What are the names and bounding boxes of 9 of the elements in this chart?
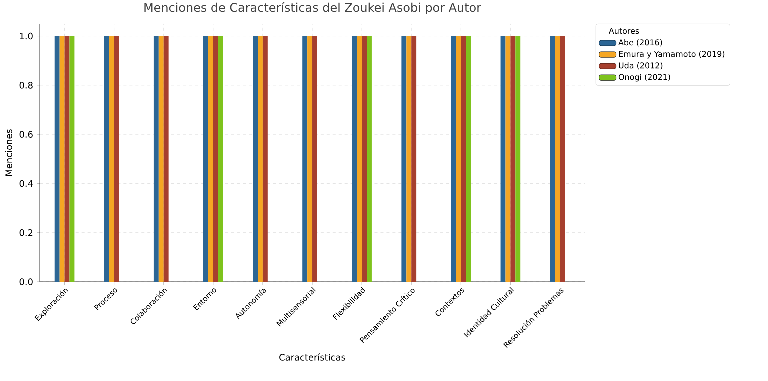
y-tick-label: 0.4 — [20, 180, 33, 188]
y-tick-label: 0.6 — [20, 131, 33, 138]
y-axis-title: Menciones — [5, 130, 12, 176]
x-axis-title: Características — [280, 354, 346, 361]
y-tick-label: 0.2 — [20, 229, 33, 236]
y-tick-label: 1.0 — [20, 32, 33, 40]
y-tick-label: 0.0 — [20, 278, 33, 286]
y-tick-label: 0.8 — [20, 82, 33, 89]
chart-title: Menciones de Características del Zoukei Asobi por Autor — [144, 2, 482, 14]
